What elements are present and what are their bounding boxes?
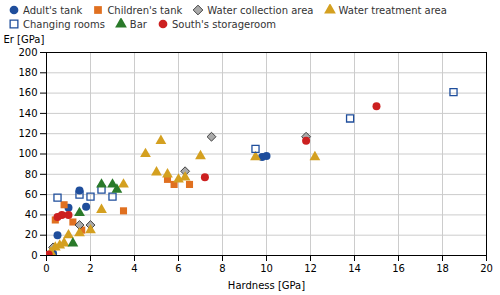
svg-text:14: 14 xyxy=(348,263,361,274)
svg-text:16: 16 xyxy=(392,263,405,274)
html-text:Changing rooms: Changing rooms xyxy=(23,18,105,30)
svg-text:60: 60 xyxy=(25,189,38,200)
svg-text:12: 12 xyxy=(304,263,317,274)
svg-text:80: 80 xyxy=(25,169,38,180)
html-text:Children's tank: Children's tank xyxy=(107,4,183,16)
html-text:Adult's tank: Adult's tank xyxy=(23,4,83,16)
svg-text:10: 10 xyxy=(260,263,273,274)
svg-text:18: 18 xyxy=(436,263,449,274)
html-text:South's storageroom: South's storageroom xyxy=(172,18,276,30)
svg-text:20: 20 xyxy=(25,229,38,240)
svg-text:0: 0 xyxy=(31,250,37,261)
svg-text:100: 100 xyxy=(18,148,37,159)
html-text:Water collection area: Water collection area xyxy=(207,4,314,16)
svg-text:4: 4 xyxy=(131,263,137,274)
svg-text:2: 2 xyxy=(87,263,93,274)
svg-text:200: 200 xyxy=(18,47,37,58)
svg-text:8: 8 xyxy=(219,263,225,274)
svg-text:120: 120 xyxy=(18,128,37,139)
svg-text:6: 6 xyxy=(175,263,181,274)
html-text:Water treatment area: Water treatment area xyxy=(338,4,447,16)
svg-text:160: 160 xyxy=(18,87,37,98)
svg-text:40: 40 xyxy=(25,209,38,220)
svg-text:Hardness [GPa]: Hardness [GPa] xyxy=(228,280,305,291)
svg-text:140: 140 xyxy=(18,108,37,119)
svg-text:Er [GPa]: Er [GPa] xyxy=(4,34,45,45)
svg-text:20: 20 xyxy=(480,263,493,274)
html-text:Bar: Bar xyxy=(129,18,147,30)
svg-text:180: 180 xyxy=(18,67,37,78)
svg-text:0: 0 xyxy=(43,263,49,274)
